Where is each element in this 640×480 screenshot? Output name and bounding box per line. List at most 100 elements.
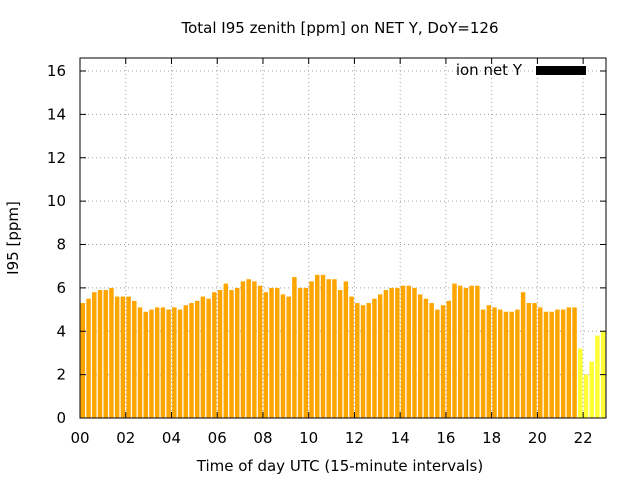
bar — [172, 307, 177, 418]
bar — [532, 303, 537, 418]
x-tick-label: 14 — [391, 429, 410, 447]
x-axis-label: Time of day UTC (15-minute intervals) — [196, 457, 483, 475]
bar — [452, 283, 457, 418]
bar — [194, 300, 200, 418]
bar — [177, 309, 183, 418]
y-axis-label: I95 [ppm] — [4, 201, 22, 275]
bar — [92, 292, 97, 418]
x-tick-label: 00 — [70, 429, 89, 447]
bar — [143, 311, 148, 418]
legend: ion net Y — [456, 61, 586, 79]
bar — [280, 294, 286, 418]
x-tick-label: 12 — [345, 429, 364, 447]
bar — [578, 348, 583, 418]
bar — [520, 292, 526, 418]
chart-title: Total I95 zenith [ppm] on NET Y, DoY=126 — [180, 19, 498, 37]
bar — [435, 309, 440, 418]
bar — [103, 290, 108, 418]
y-tick-label: 16 — [47, 62, 66, 80]
y-tick-label: 0 — [56, 409, 66, 427]
bar — [132, 300, 137, 418]
bar — [526, 303, 532, 418]
bar — [217, 290, 223, 418]
bar — [189, 303, 194, 418]
y-tick-label: 6 — [56, 279, 66, 297]
bar — [160, 307, 166, 418]
bar — [200, 296, 206, 418]
bar — [149, 309, 154, 418]
bar — [515, 309, 520, 418]
bar — [229, 290, 234, 418]
legend-swatch — [536, 66, 586, 75]
bar — [480, 309, 486, 418]
x-tick-label: 22 — [574, 429, 593, 447]
bar — [303, 287, 309, 418]
bar — [589, 361, 594, 418]
bar — [360, 305, 366, 418]
bar — [383, 290, 389, 418]
bar — [234, 287, 240, 418]
bar — [463, 287, 469, 418]
bar — [120, 296, 126, 418]
x-tick-label: 08 — [253, 429, 272, 447]
x-tick-label: 16 — [436, 429, 455, 447]
bar — [292, 277, 297, 418]
bar — [406, 285, 411, 418]
y-tick-label: 2 — [56, 366, 66, 384]
bar — [183, 305, 189, 418]
bar — [326, 279, 331, 418]
bar — [114, 296, 120, 418]
bar — [275, 287, 280, 418]
x-tick-label: 06 — [208, 429, 227, 447]
grid — [80, 58, 606, 418]
bar — [154, 307, 160, 418]
bar — [595, 335, 600, 418]
bar — [252, 281, 257, 418]
bar — [417, 294, 423, 418]
bar — [126, 296, 131, 418]
bar — [166, 309, 171, 418]
x-ticks: 00 02 04 06 08 10 12 14 16 18 20 22 — [70, 58, 593, 447]
bar — [137, 307, 143, 418]
bar — [429, 303, 434, 418]
bar — [543, 311, 549, 418]
bars — [80, 274, 606, 418]
bar — [109, 287, 114, 418]
x-tick-label: 10 — [299, 429, 318, 447]
x-tick-label: 04 — [162, 429, 181, 447]
bar — [423, 298, 429, 418]
bar — [337, 290, 343, 418]
bar — [503, 311, 509, 418]
bar — [263, 292, 269, 418]
bar — [332, 279, 337, 418]
bar — [372, 298, 377, 418]
bar — [566, 307, 572, 418]
x-tick-label: 20 — [528, 429, 547, 447]
bar — [286, 296, 291, 418]
bar — [349, 296, 354, 418]
bar — [377, 294, 383, 418]
bar — [469, 285, 474, 418]
y-tick-label: 14 — [47, 105, 66, 123]
bar — [509, 311, 514, 418]
bar — [497, 309, 503, 418]
plot-frame — [79, 57, 607, 419]
bar — [355, 303, 360, 418]
bar — [549, 311, 554, 418]
bar — [320, 274, 326, 418]
y-tick-label: 12 — [47, 149, 66, 167]
bar — [80, 303, 86, 418]
bar — [223, 283, 229, 418]
bar — [457, 285, 463, 418]
bar — [492, 307, 497, 418]
bar — [572, 307, 577, 418]
bar — [343, 281, 349, 418]
bar — [538, 307, 543, 418]
bar — [560, 309, 566, 418]
bar — [97, 290, 103, 418]
y-tick-label: 4 — [56, 322, 66, 340]
bar — [297, 287, 303, 418]
bar — [412, 287, 417, 418]
bar — [475, 285, 480, 418]
bar — [240, 281, 246, 418]
